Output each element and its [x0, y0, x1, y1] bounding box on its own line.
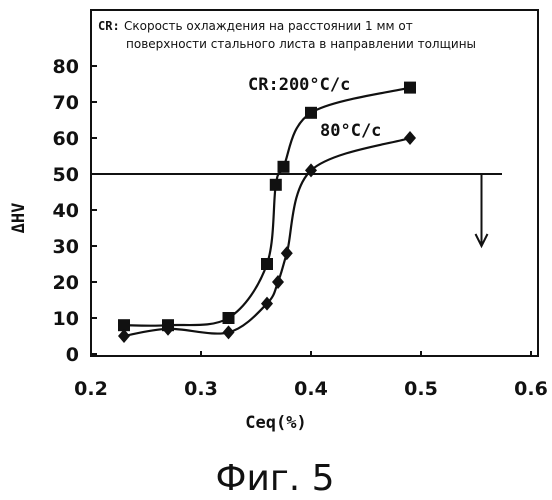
y-tick-label: 70 — [53, 92, 79, 114]
x-axis-title: Ceq(%) — [245, 413, 306, 433]
x-tick-label: 0.4 — [294, 378, 328, 400]
note-line-1: Скорость охлаждения на расстоянии 1 мм о… — [124, 19, 413, 33]
y-tick-label: 80 — [53, 56, 79, 78]
note-line-2: поверхности стального листа в направлени… — [126, 37, 476, 51]
x-tick-label: 0.5 — [404, 378, 438, 400]
y-tick-label: 50 — [53, 164, 79, 186]
x-tick-label: 0.2 — [74, 378, 108, 400]
data-point-square — [404, 82, 416, 94]
y-tick-label: 40 — [53, 200, 79, 222]
y-tick-label: 60 — [53, 128, 79, 150]
figure-caption: Фиг. 5 — [215, 458, 334, 499]
data-point-square — [278, 161, 290, 173]
x-tick-label: 0.6 — [514, 378, 548, 400]
note-key: CR: — [98, 19, 120, 33]
y-axis-title: ΔHV — [9, 203, 29, 234]
x-tick-label: 0.3 — [184, 378, 218, 400]
series-label-80: 80°C/c — [320, 121, 381, 141]
data-point-square — [305, 107, 317, 119]
data-point-square — [223, 312, 235, 324]
y-tick-label: 20 — [53, 272, 79, 294]
data-point-square — [270, 179, 282, 191]
y-tick-label: 30 — [53, 236, 79, 258]
data-point-square — [261, 258, 273, 270]
y-tick-label: 0 — [66, 344, 79, 366]
y-tick-label: 10 — [53, 308, 79, 330]
series-label-200: CR:200°C/c — [248, 75, 350, 95]
